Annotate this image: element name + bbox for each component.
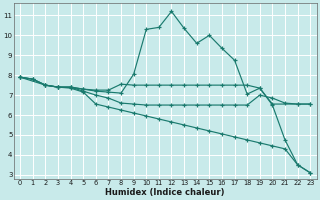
- X-axis label: Humidex (Indice chaleur): Humidex (Indice chaleur): [106, 188, 225, 197]
